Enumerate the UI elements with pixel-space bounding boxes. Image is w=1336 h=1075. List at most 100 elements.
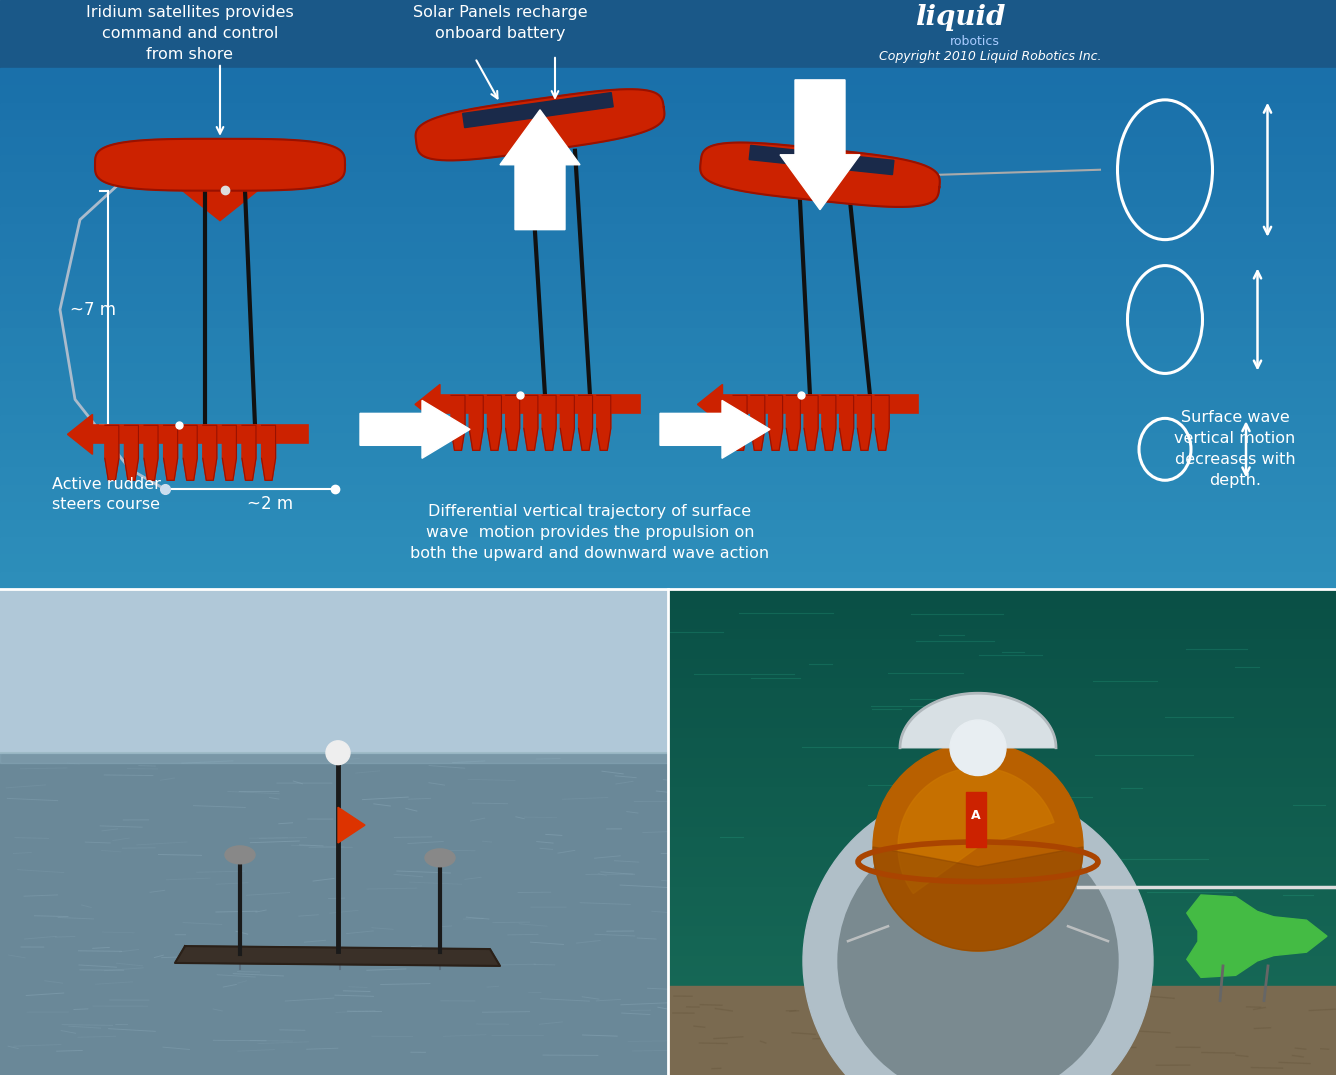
Bar — [0, 120, 1336, 139]
Bar — [668, 936, 1336, 946]
Bar — [668, 877, 1336, 887]
Bar — [0, 398, 1336, 416]
Polygon shape — [900, 693, 1055, 748]
Bar — [0, 206, 1336, 226]
Bar — [823, 936, 1133, 986]
FancyArrow shape — [359, 400, 470, 458]
Text: Surface wave
vertical motion
decreases with
depth.: Surface wave vertical motion decreases w… — [1174, 411, 1296, 488]
Bar — [668, 946, 1336, 956]
Bar — [668, 599, 1336, 608]
Bar — [0, 225, 1336, 243]
Bar — [0, 85, 1336, 103]
Bar — [668, 976, 1336, 986]
Polygon shape — [733, 396, 747, 450]
Polygon shape — [697, 385, 723, 425]
Text: Differential vertical trajectory of surface
wave  motion provides the propulsion: Differential vertical trajectory of surf… — [410, 504, 770, 561]
Bar — [668, 659, 1336, 669]
Bar — [668, 857, 1336, 866]
Bar — [0, 415, 1336, 433]
Bar — [668, 1035, 1336, 1045]
Bar — [668, 669, 1336, 678]
FancyArrow shape — [780, 80, 860, 210]
Polygon shape — [751, 396, 764, 450]
Polygon shape — [415, 89, 664, 160]
Polygon shape — [104, 426, 119, 481]
Bar — [0, 485, 1336, 503]
Bar — [0, 538, 1336, 556]
Bar — [668, 927, 1336, 936]
Bar — [668, 639, 1336, 648]
Polygon shape — [542, 396, 556, 450]
Bar — [966, 792, 986, 847]
Bar — [0, 363, 1336, 382]
Text: Iridium satellites provides
command and control
from shore: Iridium satellites provides command and … — [86, 5, 294, 62]
Polygon shape — [452, 396, 465, 450]
Polygon shape — [822, 396, 836, 450]
Bar — [668, 708, 1336, 718]
Bar — [0, 502, 1336, 520]
Bar — [0, 293, 1336, 312]
Bar — [668, 966, 1336, 976]
Bar — [668, 986, 1336, 995]
Bar — [0, 381, 1336, 399]
Polygon shape — [804, 396, 818, 450]
Bar — [668, 758, 1336, 768]
Polygon shape — [488, 396, 501, 450]
Bar — [440, 396, 640, 414]
Bar — [668, 807, 1336, 817]
Bar — [0, 468, 1336, 486]
Bar — [668, 589, 1336, 599]
Polygon shape — [415, 385, 440, 425]
Bar — [668, 728, 1336, 737]
Bar — [668, 608, 1336, 619]
Polygon shape — [95, 139, 345, 190]
Bar — [668, 798, 1336, 807]
Bar — [668, 956, 1336, 966]
Bar — [668, 737, 1336, 748]
Bar — [668, 1026, 1336, 1035]
Bar — [668, 817, 1336, 827]
Bar — [0, 172, 1336, 190]
Text: liquid: liquid — [915, 4, 1005, 31]
Bar — [0, 68, 1336, 86]
Bar — [668, 688, 1336, 698]
Polygon shape — [469, 396, 484, 450]
Bar — [668, 906, 1336, 916]
Bar — [0, 519, 1336, 538]
Bar — [668, 1045, 1336, 1056]
Bar — [668, 986, 1336, 1075]
Bar — [668, 1005, 1336, 1016]
Bar — [668, 866, 1336, 877]
Bar — [0, 346, 1336, 364]
Bar — [92, 426, 307, 443]
Bar — [668, 777, 1336, 787]
Polygon shape — [749, 145, 894, 174]
Polygon shape — [597, 396, 611, 450]
Polygon shape — [524, 396, 538, 450]
Polygon shape — [875, 396, 890, 450]
Polygon shape — [578, 396, 593, 450]
Bar — [668, 827, 1336, 837]
Bar — [0, 572, 1336, 590]
Bar — [0, 329, 1336, 347]
Bar — [0, 155, 1336, 173]
Polygon shape — [505, 396, 520, 450]
Polygon shape — [768, 396, 783, 450]
Circle shape — [950, 720, 1006, 775]
Bar — [668, 995, 1336, 1005]
FancyArrow shape — [660, 400, 770, 458]
Bar — [0, 189, 1336, 207]
Polygon shape — [163, 426, 178, 481]
Polygon shape — [839, 396, 854, 450]
Bar — [668, 887, 1336, 897]
Ellipse shape — [425, 849, 456, 866]
Bar — [668, 678, 1336, 688]
Bar — [668, 847, 1336, 857]
Bar — [723, 396, 918, 414]
Bar — [0, 433, 1336, 452]
Polygon shape — [68, 414, 92, 455]
Bar — [668, 629, 1336, 639]
Polygon shape — [175, 946, 500, 966]
Circle shape — [872, 743, 1083, 951]
Polygon shape — [700, 143, 939, 207]
